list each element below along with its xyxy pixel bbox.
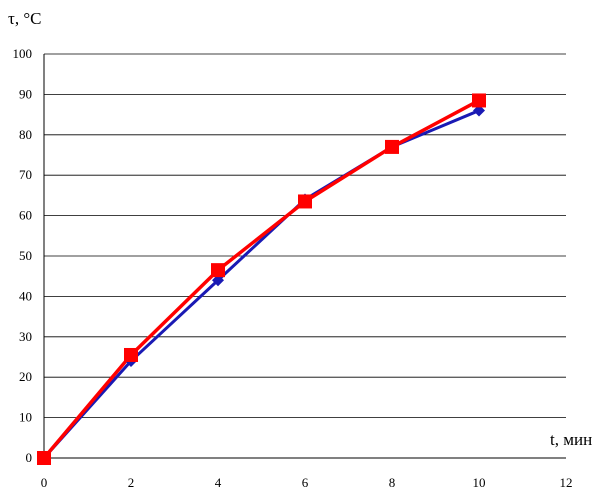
series-2-point <box>298 194 312 209</box>
y-tick-labels: 0 10 20 30 40 50 60 70 80 90 100 <box>13 46 33 465</box>
x-tick-labels: 0 2 4 6 8 10 12 <box>41 475 573 490</box>
series-2-point <box>37 451 51 465</box>
series-1-point <box>473 104 485 117</box>
x-tick-label: 8 <box>389 475 396 490</box>
x-tick-label: 2 <box>128 475 135 490</box>
y-tick-label: 30 <box>19 329 32 344</box>
series-2-point <box>385 139 399 154</box>
series-2-line <box>42 98 481 460</box>
series-2-point <box>472 93 486 108</box>
y-tick-label: 90 <box>19 86 32 101</box>
x-axis-title: t, мин <box>550 430 592 449</box>
y-tick-label: 50 <box>19 248 32 263</box>
x-tick-label: 0 <box>41 475 48 490</box>
y-tick-label: 0 <box>26 450 33 465</box>
series-2-point <box>124 347 138 362</box>
series-2-point <box>211 263 225 278</box>
y-tick-label: 100 <box>13 46 33 61</box>
y-tick-label: 80 <box>19 127 32 142</box>
x-tick-label: 6 <box>302 475 309 490</box>
y-tick-label: 20 <box>19 369 32 384</box>
x-tick-label: 10 <box>473 475 486 490</box>
series-1-line <box>42 109 481 460</box>
series-1-point <box>212 274 224 287</box>
y-axis-title: τ, °C <box>8 9 41 28</box>
x-tick-label: 4 <box>215 475 222 490</box>
x-tick-label: 12 <box>560 475 573 490</box>
series-layer <box>37 93 486 465</box>
y-tick-label: 60 <box>19 208 32 223</box>
y-tick-label: 10 <box>19 410 32 425</box>
axes <box>43 54 566 459</box>
grid <box>44 53 566 419</box>
y-tick-label: 70 <box>19 167 32 182</box>
y-tick-label: 40 <box>19 288 32 303</box>
